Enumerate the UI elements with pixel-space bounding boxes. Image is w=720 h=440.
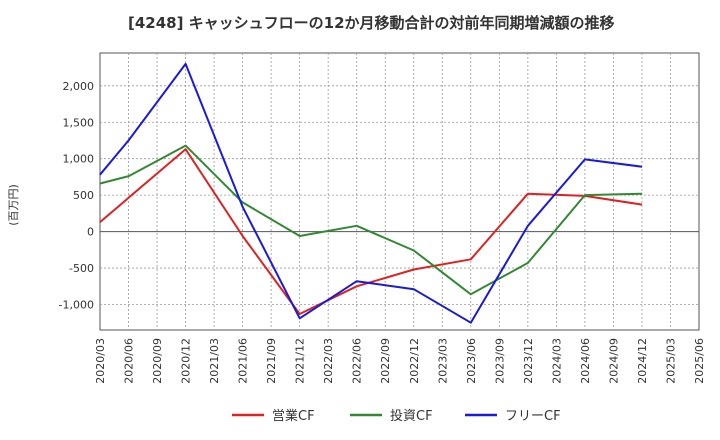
y-tick-label: -1,000 — [59, 298, 94, 311]
series-line — [99, 62, 643, 324]
x-tick-label: 2023/03 — [436, 338, 449, 384]
y-tick-label: 1,500 — [63, 116, 95, 129]
series-lines — [99, 62, 643, 324]
legend: 営業CF 投資CF フリーCF — [232, 408, 561, 424]
legend-label: 投資CF — [390, 408, 433, 424]
y-ticks: -1,000 -500 0 500 1,000 1,500 2,000 — [59, 80, 94, 312]
x-tick-label: 2024/09 — [607, 338, 620, 384]
series-line — [99, 144, 643, 296]
legend-label: 営業CF — [272, 408, 315, 424]
x-ticks: 2020/03 2020/06 2020/09 2020/12 2021/03 2021/… — [94, 338, 706, 384]
x-tick-label: 2023/09 — [493, 338, 506, 384]
x-tick-label: 2020/09 — [151, 338, 164, 384]
y-tick-label: 500 — [73, 189, 94, 202]
series-line — [99, 148, 643, 315]
x-tick-label: 2022/12 — [408, 338, 421, 384]
x-tick-label: 2021/03 — [208, 338, 221, 384]
y-tick-label: -500 — [69, 262, 94, 275]
plot-frame — [99, 52, 700, 331]
x-tick-label: 2023/06 — [465, 338, 478, 384]
chart-title: [4248] キャッシュフローの12か月移動合計の対前年同期増減額の推移 — [128, 14, 615, 32]
x-tick-label: 2024/12 — [636, 338, 649, 384]
x-tick-label: 2020/12 — [180, 338, 193, 384]
y-tick-label: 1,000 — [63, 153, 95, 166]
x-tick-label: 2020/06 — [123, 338, 136, 384]
x-tick-label: 2023/12 — [522, 338, 535, 384]
x-tick-label: 2024/03 — [550, 338, 563, 384]
x-tick-label: 2021/09 — [265, 338, 278, 384]
x-tick-label: 2022/03 — [322, 338, 335, 384]
y-tick-label: 2,000 — [63, 80, 95, 93]
x-tick-label: 2021/06 — [237, 338, 250, 384]
x-tick-label: 2024/06 — [579, 338, 592, 384]
x-tick-label: 2025/03 — [664, 338, 677, 384]
x-tick-label: 2022/09 — [379, 338, 392, 384]
y-axis-label: (百万円) — [7, 184, 20, 226]
legend-label: フリーCF — [505, 409, 561, 424]
x-tick-label: 2020/03 — [94, 338, 107, 384]
y-tick-label: 0 — [87, 226, 94, 239]
x-tick-label: 2021/12 — [294, 338, 307, 384]
x-tick-label: 2022/06 — [351, 338, 364, 384]
x-tick-label: 2025/06 — [693, 338, 706, 384]
grid — [100, 53, 699, 330]
